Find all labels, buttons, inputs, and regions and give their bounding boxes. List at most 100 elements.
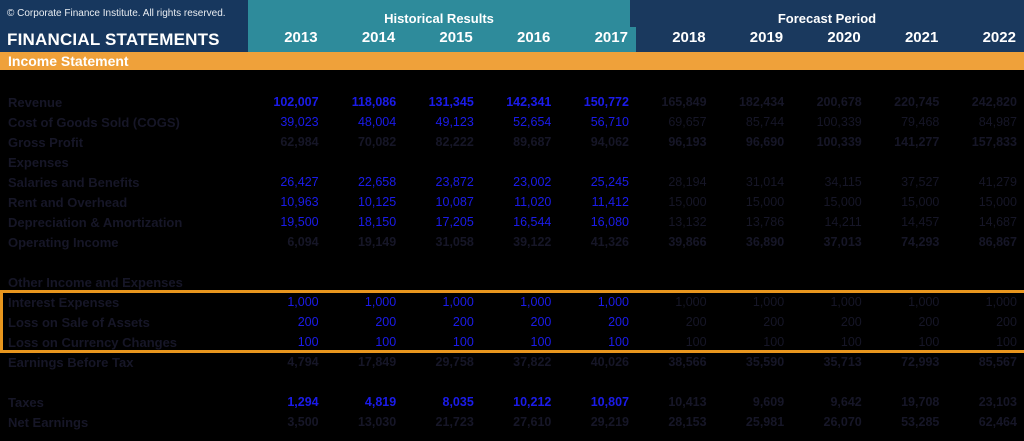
cell-value[interactable]: 102,007	[273, 95, 319, 109]
row-label[interactable]: Loss on Currency Changes	[8, 334, 178, 350]
year-header-2013[interactable]: 2013	[248, 27, 326, 52]
cell-value[interactable]: 79,468	[901, 115, 940, 129]
cell-value[interactable]: 39,122	[513, 235, 552, 249]
cell-value[interactable]: 15,000	[745, 195, 785, 209]
year-header-2016[interactable]: 2016	[480, 27, 559, 52]
cell-value[interactable]: 49,123	[435, 115, 474, 129]
cell-value[interactable]: 89,687	[513, 135, 552, 149]
cell-value[interactable]: 69,657	[668, 115, 707, 129]
cell-value[interactable]: 56,710	[590, 115, 629, 129]
cell-value[interactable]: 19,500	[280, 215, 319, 229]
cell-value[interactable]: 1,000	[520, 295, 552, 309]
year-header-2017[interactable]: 2017	[558, 27, 636, 52]
cell-value[interactable]: 34,115	[824, 175, 862, 189]
cell-value[interactable]: 37,527	[901, 175, 940, 189]
cell-value[interactable]: 40,026	[590, 355, 629, 369]
cell-value[interactable]: 200	[685, 315, 707, 329]
cell-value[interactable]: 1,000	[597, 295, 629, 309]
cell-value[interactable]: 35,713	[823, 355, 862, 369]
cell-value[interactable]: 1,000	[287, 295, 319, 309]
row-label[interactable]: Revenue	[8, 94, 63, 110]
cell-value[interactable]: 72,993	[901, 355, 940, 369]
cell-value[interactable]: 96,193	[668, 135, 707, 149]
cell-value[interactable]: 100	[763, 335, 785, 349]
cell-value[interactable]: 31,058	[435, 235, 474, 249]
cell-value[interactable]: 200	[840, 315, 862, 329]
cell-value[interactable]: 36,890	[745, 235, 785, 249]
cell-value[interactable]: 70,082	[357, 135, 397, 149]
cell-value[interactable]: 9,609	[752, 395, 785, 409]
cell-value[interactable]: 22,658	[357, 175, 397, 189]
cell-value[interactable]: 26,427	[280, 175, 319, 189]
cell-value[interactable]: 200	[297, 315, 319, 329]
row-label[interactable]: Salaries and Benefits	[8, 174, 140, 190]
cell-value[interactable]: 157,833	[971, 135, 1017, 149]
row-label[interactable]: Depreciation & Amortization	[8, 214, 183, 230]
cell-value[interactable]: 41,326	[590, 235, 629, 249]
cell-value[interactable]: 37,822	[513, 355, 552, 369]
cell-value[interactable]: 53,285	[901, 415, 940, 429]
cell-value[interactable]: 16,544	[513, 215, 552, 229]
cell-value[interactable]: 35,590	[745, 355, 785, 369]
cell-value[interactable]: 37,013	[823, 235, 862, 249]
cell-value[interactable]: 100	[996, 335, 1017, 349]
cell-value[interactable]: 10,807	[590, 395, 629, 409]
cell-value[interactable]: 1,000	[364, 295, 397, 309]
cell-value[interactable]: 38,566	[668, 355, 707, 369]
cell-value[interactable]: 9,642	[830, 395, 862, 409]
cell-value[interactable]: 200	[530, 315, 552, 329]
cell-value[interactable]: 200	[608, 315, 629, 329]
row-label[interactable]: Operating Income	[8, 234, 119, 250]
cell-value[interactable]: 3,500	[287, 415, 319, 429]
cell-value[interactable]: 100	[452, 335, 474, 349]
cell-value[interactable]: 19,149	[357, 235, 397, 249]
cell-value[interactable]: 100	[530, 335, 552, 349]
year-header-2020[interactable]: 2020	[791, 27, 869, 52]
cell-value[interactable]: 39,023	[280, 115, 319, 129]
cell-value[interactable]: 141,277	[894, 135, 940, 149]
cell-value[interactable]: 242,820	[971, 95, 1017, 109]
cell-value[interactable]: 8,035	[442, 395, 474, 409]
year-header-2018[interactable]: 2018	[635, 27, 714, 52]
row-label[interactable]: Cost of Goods Sold (COGS)	[8, 114, 180, 130]
cell-value[interactable]: 1,000	[985, 295, 1017, 309]
cell-value[interactable]: 25,981	[745, 415, 785, 429]
cell-value[interactable]: 96,690	[745, 135, 785, 149]
cell-value[interactable]: 100	[840, 335, 862, 349]
cell-value[interactable]: 21,723	[435, 415, 474, 429]
cell-value[interactable]: 23,872	[435, 175, 474, 189]
cell-value[interactable]: 85,567	[978, 355, 1017, 369]
cell-value[interactable]: 142,341	[506, 95, 552, 109]
year-header-2022[interactable]: 2022	[946, 27, 1024, 52]
cell-value[interactable]: 13,786	[745, 215, 785, 229]
cell-value[interactable]: 200,678	[816, 95, 862, 109]
cell-value[interactable]: 23,103	[978, 395, 1017, 409]
cell-value[interactable]: 29,758	[435, 355, 474, 369]
cell-value[interactable]: 1,000	[442, 295, 474, 309]
cell-value[interactable]: 11,020	[514, 195, 552, 209]
cell-value[interactable]: 131,345	[428, 95, 474, 109]
cell-value[interactable]: 118,086	[351, 95, 397, 109]
cell-value[interactable]: 10,963	[280, 195, 319, 209]
cell-value[interactable]: 11,412	[591, 195, 629, 209]
cell-value[interactable]: 15,000	[823, 195, 862, 209]
row-label[interactable]: Rent and Overhead	[8, 194, 128, 210]
cell-value[interactable]: 23,002	[513, 175, 552, 189]
year-header-2014[interactable]: 2014	[325, 27, 404, 52]
row-label[interactable]: Net Earnings	[8, 414, 89, 430]
cell-value[interactable]: 26,070	[823, 415, 862, 429]
cell-value[interactable]: 14,211	[824, 215, 862, 229]
cell-value[interactable]: 16,080	[590, 215, 629, 229]
cell-value[interactable]: 100	[297, 335, 319, 349]
cell-value[interactable]: 62,464	[978, 415, 1017, 429]
cell-value[interactable]: 94,062	[590, 135, 629, 149]
row-label[interactable]: Expenses	[8, 154, 69, 170]
cell-value[interactable]: 48,004	[357, 115, 397, 129]
cell-value[interactable]: 200	[375, 315, 397, 329]
cell-value[interactable]: 220,745	[894, 95, 940, 109]
cell-value[interactable]: 31,014	[745, 175, 785, 189]
cell-value[interactable]: 74,293	[901, 235, 940, 249]
cell-value[interactable]: 41,279	[978, 175, 1017, 189]
row-label[interactable]: Taxes	[8, 394, 44, 410]
cell-value[interactable]: 28,194	[668, 175, 707, 189]
